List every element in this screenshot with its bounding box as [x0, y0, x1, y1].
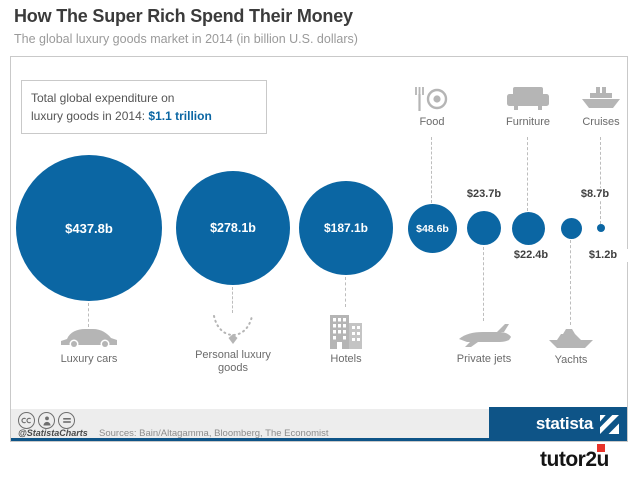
car-icon [61, 329, 117, 349]
statista-logo-icon [600, 414, 619, 434]
category-yachts: Yachts [526, 328, 616, 367]
license-icons [18, 412, 78, 429]
statista-logo-text: statista [535, 414, 593, 433]
chart-area: Total global expenditure on luxury goods… [10, 56, 633, 442]
category-luxury-cars: Luxury cars [44, 327, 134, 366]
bubble-value-luxury-cars: $437.8b [65, 220, 113, 236]
bubble-yachts [561, 218, 582, 239]
category-cruises: Cruises [566, 86, 636, 129]
category-label-yachts: Yachts [554, 354, 588, 366]
category-label-furniture: Furniture [505, 116, 551, 128]
bubble-value-food: $48.6b [416, 222, 449, 235]
bubble-food: $48.6b [408, 204, 457, 253]
category-label-food: Food [419, 116, 445, 128]
attribution-icon [38, 412, 55, 429]
tutor2u-red-square-icon [597, 444, 605, 452]
jet-icon [459, 324, 511, 347]
value-label-private-jets: $23.7b [454, 188, 514, 201]
sofa-icon [507, 87, 549, 110]
equals-glyph [62, 418, 71, 423]
category-label-cruises: Cruises [582, 116, 620, 128]
category-private-jets: Private jets [439, 323, 529, 366]
page-subtitle: The global luxury goods market in 2014 (… [14, 32, 358, 46]
footer-accent-line [11, 438, 627, 441]
bubble-value-personal-luxury-goods: $278.1b [210, 221, 256, 235]
callout-total-value: $1.1 trillion [148, 109, 212, 123]
ship-icon [582, 87, 620, 108]
connector-cruises [600, 137, 601, 224]
page-title: How The Super Rich Spend Their Money [14, 6, 353, 26]
cc-glyph [21, 417, 31, 424]
tutor2u-logo-text: tutor2u [540, 448, 609, 471]
value-label-furniture: $22.4b [501, 249, 561, 262]
statista-handle: @StatistaCharts [18, 428, 88, 438]
necklace-icon [213, 315, 253, 344]
callout-line2: luxury goods in 2014: $1.1 trillion [31, 107, 257, 125]
bubble-value-hotels: $187.1b [323, 221, 369, 235]
connector-furniture [527, 137, 528, 211]
cc-icon [18, 412, 35, 429]
category-food: Food [397, 86, 467, 129]
category-personal-luxury-goods: Personal luxury goods [188, 315, 278, 375]
callout-line1: Total global expenditure on [31, 91, 175, 105]
connector-personal-luxury-goods [232, 287, 233, 313]
connector-yachts [570, 240, 571, 325]
connector-food [431, 137, 432, 203]
sources-text: Sources: Bain/Altagamma, Bloomberg, The … [99, 428, 329, 439]
category-label-hotels: Hotels [330, 353, 362, 365]
food-icon [415, 87, 448, 111]
value-label-yachts: $8.7b [565, 188, 625, 201]
bubble-luxury-cars: $437.8b [16, 155, 162, 301]
yacht-icon [549, 329, 593, 348]
connector-private-jets [483, 247, 484, 321]
category-label-personal-luxury-goods: Personal luxury goods [195, 349, 271, 375]
total-callout: Total global expenditure on luxury goods… [21, 80, 267, 134]
value-label-cruises: $1.2b [573, 249, 633, 262]
bubble-hotels: $187.1b [299, 181, 393, 275]
no-derivatives-icon [58, 412, 75, 429]
category-furniture: Furniture [493, 86, 563, 129]
category-hotels: Hotels [301, 309, 391, 366]
connector-luxury-cars [88, 303, 89, 327]
callout-line2-text: luxury goods in 2014: [31, 109, 149, 123]
bubble-personal-luxury-goods: $278.1b [176, 171, 290, 285]
category-label-private-jets: Private jets [456, 353, 512, 365]
tutor2u-logo: tutor2u [540, 444, 634, 476]
person-glyph [42, 416, 51, 425]
category-label-luxury-cars: Luxury cars [60, 353, 118, 365]
bubble-private-jets [467, 211, 501, 245]
bubble-furniture [512, 212, 545, 245]
connector-hotels [345, 277, 346, 307]
hotel-icon [330, 315, 362, 349]
bubble-cruises [597, 224, 605, 232]
statista-banner: statista [489, 407, 627, 441]
